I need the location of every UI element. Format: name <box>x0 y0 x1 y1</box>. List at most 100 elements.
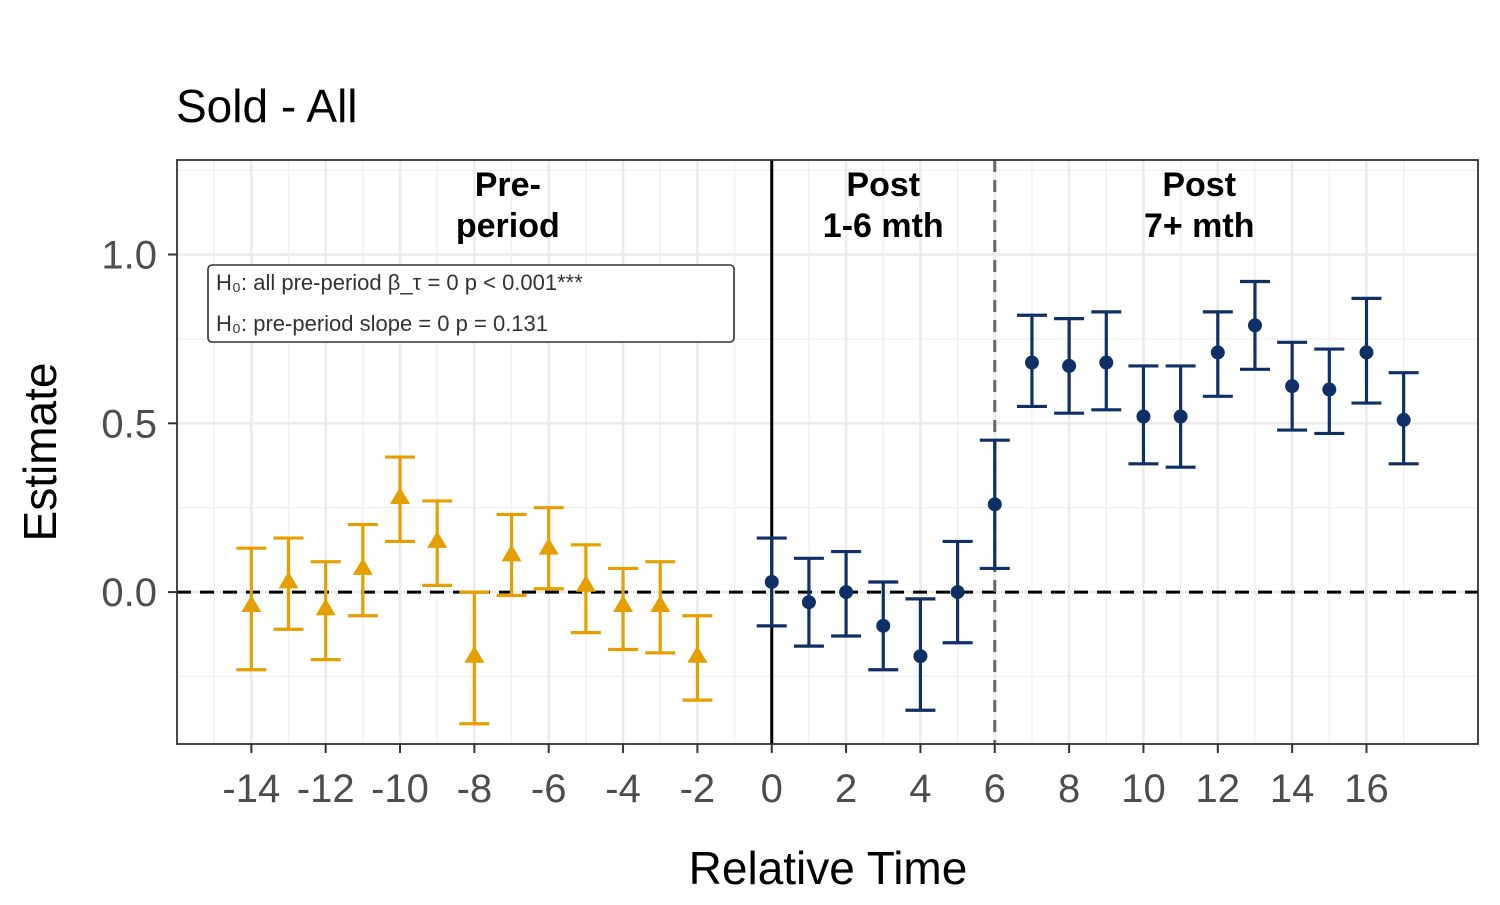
x-tick-label: 8 <box>1058 767 1080 811</box>
data-point-group <box>496 512 527 598</box>
data-point-group <box>236 546 267 672</box>
data-point-circle <box>1322 382 1337 397</box>
data-point-circle <box>1247 318 1262 333</box>
data-point-triangle <box>464 645 485 663</box>
y-tick-label: 0.0 <box>101 571 157 615</box>
data-point-circle <box>764 574 779 589</box>
x-tick-label: -12 <box>297 767 355 811</box>
region-label-line2: period <box>456 207 560 245</box>
data-point-group <box>1388 371 1419 466</box>
data-point-triangle <box>352 557 373 575</box>
data-point-group <box>645 560 676 655</box>
x-tick-label: -4 <box>605 767 641 811</box>
x-tick-label: -14 <box>222 767 280 811</box>
data-point-group <box>422 499 453 587</box>
data-point-group <box>273 536 304 631</box>
data-point-circle <box>1396 412 1411 427</box>
chart-title: Sold - All <box>176 80 358 132</box>
data-point-group <box>608 566 639 652</box>
data-point-triangle <box>241 595 262 613</box>
data-point-triangle <box>390 487 411 505</box>
x-tick-label: 12 <box>1196 767 1241 811</box>
data-point-circle <box>1136 409 1151 424</box>
hypothesis-test-box-frame <box>207 264 735 343</box>
data-point-triangle <box>427 530 448 548</box>
data-point-triangle <box>575 574 596 592</box>
data-point-group <box>1314 347 1345 436</box>
hypothesis-test-box: H₀: all pre-period β_τ = 0 p < 0.001*** … <box>207 264 735 343</box>
x-tick-label: 2 <box>835 767 857 811</box>
data-point-circle <box>1099 355 1114 370</box>
data-point-triangle <box>538 537 559 555</box>
x-tick-label: -10 <box>371 767 429 811</box>
x-tick-label: -6 <box>531 767 567 811</box>
y-tick-label: 1.0 <box>101 234 157 278</box>
data-point-group <box>756 536 787 628</box>
data-point-group <box>793 556 824 648</box>
series-layer <box>236 279 1419 726</box>
x-tick-label: 16 <box>1344 767 1389 811</box>
data-point-group <box>1016 313 1047 409</box>
y-axis: 0.0 0.5 1.0 <box>101 234 177 615</box>
region-label-line1: Post <box>846 166 920 204</box>
data-point-group <box>310 560 341 662</box>
hypothesis-test-line-1: H₀: all pre-period β_τ = 0 p < 0.001*** <box>216 270 583 295</box>
data-point-group <box>1165 364 1196 469</box>
data-point-triangle <box>278 571 299 589</box>
x-tick-label: 10 <box>1121 767 1166 811</box>
data-point-circle <box>1062 358 1077 373</box>
data-point-circle <box>1359 345 1374 360</box>
region-label-line2: 1-6 mth <box>823 207 944 245</box>
data-point-group <box>459 590 490 726</box>
x-tick-label: -2 <box>680 767 716 811</box>
data-point-circle <box>876 618 891 633</box>
region-label-line1: Post <box>1162 166 1236 204</box>
data-point-circle <box>839 585 854 600</box>
data-point-group <box>979 438 1010 571</box>
data-point-group <box>385 455 416 544</box>
data-point-triangle <box>687 645 708 663</box>
data-point-triangle <box>613 595 634 613</box>
data-point-triangle <box>315 598 336 616</box>
data-point-group <box>1351 296 1382 405</box>
data-point-group <box>1239 279 1270 371</box>
region-label-line1: Pre- <box>475 166 541 204</box>
data-point-group <box>868 580 899 672</box>
data-point-circle <box>1285 379 1300 394</box>
data-point-circle <box>1210 345 1225 360</box>
data-point-group <box>831 549 862 638</box>
data-point-triangle <box>650 595 671 613</box>
data-point-group <box>533 506 564 591</box>
y-tick-label: 0.5 <box>101 402 157 446</box>
data-point-circle <box>801 595 816 610</box>
data-point-circle <box>987 497 1002 512</box>
data-point-group <box>1091 310 1122 412</box>
data-point-circle <box>950 585 965 600</box>
data-point-triangle <box>501 544 522 562</box>
data-point-circle <box>1024 355 1039 370</box>
data-point-circle <box>913 649 928 664</box>
region-label-line2: 7+ mth <box>1144 207 1255 245</box>
data-point-group <box>1277 340 1308 432</box>
data-point-group <box>905 597 936 712</box>
x-axis: -14 -12 -10 -8 -6 -4 -2 0 2 4 6 8 10 12 14 16 <box>222 744 1389 811</box>
x-tick-label: 4 <box>909 767 931 811</box>
data-point-group <box>1054 317 1085 415</box>
data-point-circle <box>1173 409 1188 424</box>
hypothesis-test-line-2: H₀: pre-period slope = 0 p = 0.131 <box>216 311 548 336</box>
x-tick-label: 0 <box>761 767 783 811</box>
x-tick-label: -8 <box>457 767 493 811</box>
data-point-group <box>347 522 378 618</box>
data-point-group <box>570 543 601 635</box>
data-point-group <box>1128 364 1159 466</box>
x-tick-label: 14 <box>1270 767 1315 811</box>
plot-panel-border <box>176 159 1479 745</box>
x-tick-label: 6 <box>984 767 1006 811</box>
data-point-group <box>942 539 973 645</box>
data-point-group <box>1202 310 1233 398</box>
y-axis-title: Estimate <box>14 363 66 542</box>
